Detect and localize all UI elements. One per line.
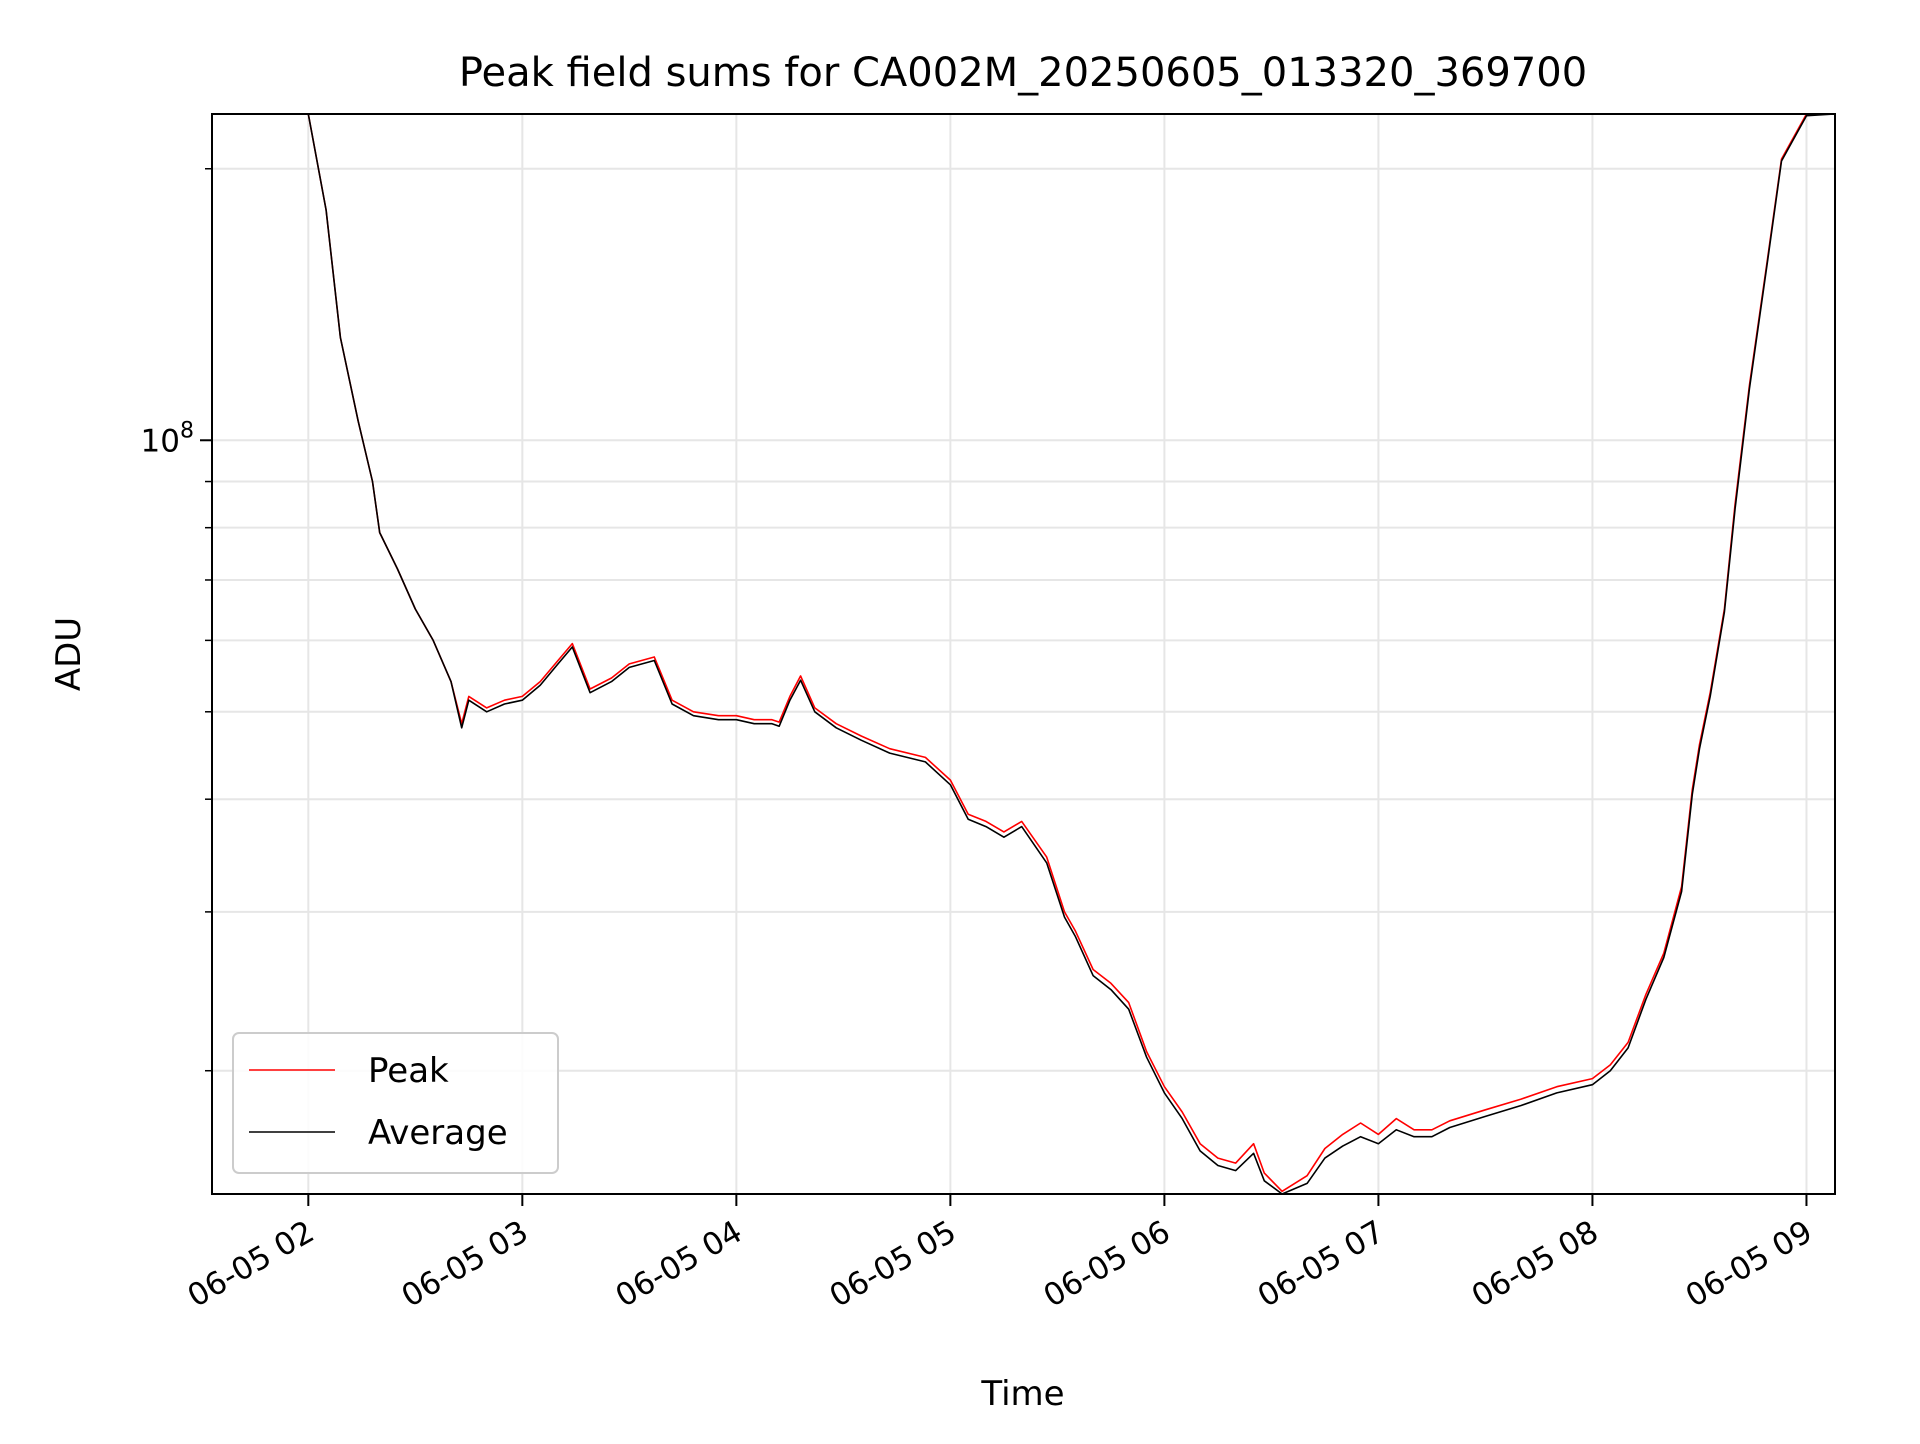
y-axis-ticks: 108 (141, 167, 212, 1072)
series-line-average (212, 114, 1835, 1194)
chart-title: Peak field sums for CA002M_20250605_0133… (459, 50, 1587, 96)
series-line-peak (212, 114, 1835, 1193)
series-layer (212, 114, 1835, 1194)
y-axis-label: ADU (49, 617, 89, 691)
x-axis-label: Time (980, 1374, 1064, 1414)
legend-box (232, 1032, 559, 1174)
y-tick-label-base: 10 (141, 423, 180, 459)
y-tick-label-exponent: 8 (180, 418, 194, 443)
legend-label-average: Average (368, 1113, 508, 1153)
legend-label-peak: Peak (368, 1051, 449, 1091)
plot-frame (211, 113, 1836, 1195)
legend: Peak Average (232, 1032, 559, 1174)
y-tick-label: 108 (141, 418, 194, 459)
